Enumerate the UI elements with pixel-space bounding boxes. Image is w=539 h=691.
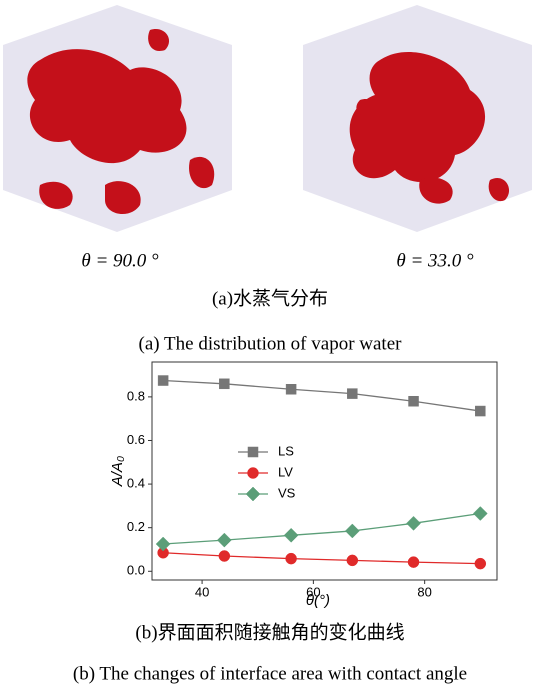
caption: (a) The distribution of vapor water: [139, 333, 403, 354]
data-point: [347, 389, 357, 399]
series-line: [163, 553, 480, 564]
legend-marker: [246, 487, 260, 501]
cube-left: [3, 5, 232, 232]
data-point: [219, 379, 229, 389]
legend-label: VS: [278, 485, 296, 500]
y-tick-label: 0.0: [127, 563, 145, 578]
data-point: [219, 551, 230, 562]
data-point: [345, 524, 359, 538]
data-point: [408, 557, 419, 568]
cube-label: θ = 90.0 °: [81, 250, 159, 271]
x-tick-label: 60: [306, 584, 320, 599]
data-point: [409, 396, 419, 406]
y-axis-label: A/A₀: [109, 456, 126, 488]
data-point: [217, 533, 231, 547]
y-tick-label: 0.6: [127, 432, 145, 447]
series-line: [163, 514, 480, 545]
caption: (b) The changes of interface area with c…: [73, 663, 467, 684]
cube-label: θ = 33.0 °: [396, 250, 474, 271]
legend-label: LS: [278, 443, 294, 458]
data-point: [347, 555, 358, 566]
legend-label: LV: [278, 464, 293, 479]
y-tick-label: 0.4: [127, 476, 145, 491]
legend-marker: [248, 447, 258, 457]
data-point: [475, 406, 485, 416]
x-tick-label: 40: [195, 584, 209, 599]
data-point: [286, 553, 297, 564]
blob: [356, 99, 375, 116]
x-tick-label: 80: [417, 584, 431, 599]
data-point: [286, 384, 296, 394]
y-tick-label: 0.8: [127, 388, 145, 403]
plot-frame: [152, 362, 497, 580]
data-point: [156, 537, 170, 551]
y-tick-label: 0.2: [127, 519, 145, 534]
data-point: [475, 558, 486, 569]
legend-marker: [248, 468, 259, 479]
series-line: [163, 381, 480, 412]
data-point: [407, 516, 421, 530]
caption: (a)水蒸气分布: [212, 287, 328, 309]
cube-right: [303, 5, 532, 232]
page: {"figure_a": {"left_label": "θ = 90.0 °"…: [0, 0, 539, 691]
figure: θ = 90.0 ° θ = 33.0 ° (a)水蒸气分布 (a) The d…: [0, 0, 539, 691]
data-point: [473, 507, 487, 521]
caption: (b)界面面积随接触角的变化曲线: [135, 621, 404, 643]
data-point: [158, 376, 168, 386]
data-point: [284, 528, 298, 542]
